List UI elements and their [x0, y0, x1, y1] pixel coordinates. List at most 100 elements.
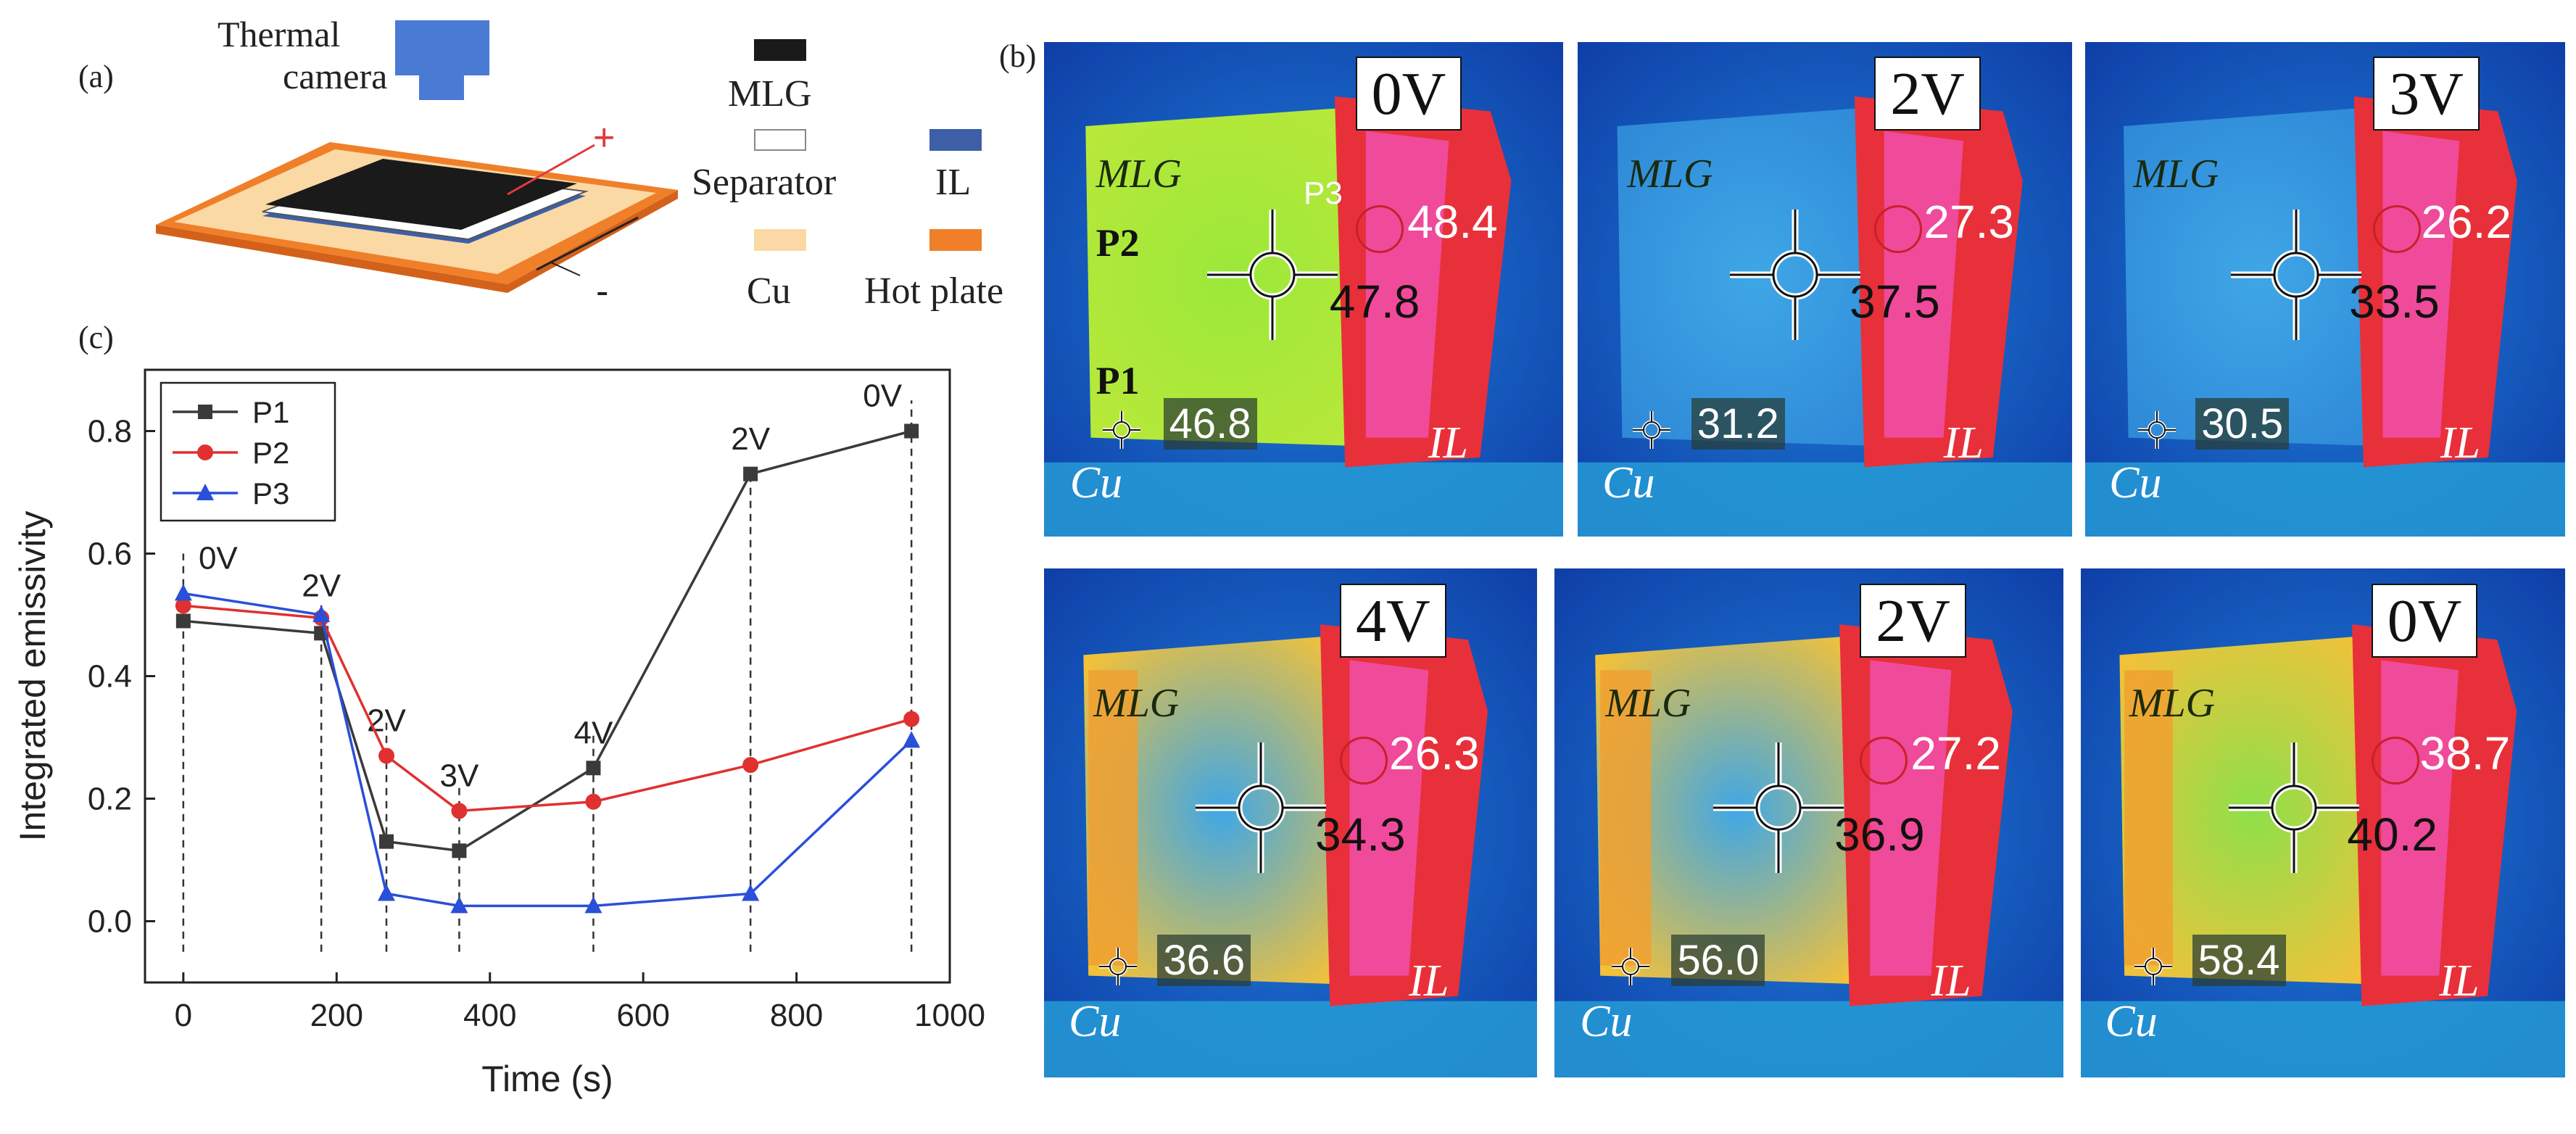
il-label: IL	[2440, 418, 2481, 468]
p3-label: P3	[1304, 175, 1343, 212]
y-tick-label: 0.6	[88, 537, 132, 572]
il-label: IL	[1428, 418, 1468, 468]
p2-label: P2	[1096, 220, 1140, 265]
plus-sign: +	[593, 117, 616, 159]
p2-crosshair-icon	[2231, 209, 2362, 340]
voltage-label: 0V	[2371, 584, 2478, 658]
voltage-label: 3V	[2373, 57, 2480, 131]
thermal-camera-body	[395, 20, 489, 75]
cu-label: Cu	[2105, 996, 2158, 1046]
legend-marker-p1	[198, 405, 212, 419]
p3-temperature: 48.4	[1407, 196, 1498, 249]
cu-label: Cu	[1069, 458, 1123, 508]
annotation-label: 2V	[302, 568, 341, 604]
p2-temperature: 36.9	[1834, 808, 1925, 861]
legend-marker-p2	[197, 444, 213, 460]
annotation-label: 3V	[440, 758, 479, 794]
legend-swatch-separator	[754, 129, 806, 151]
thermal-image-1: 0V MLG IL Cu 48.4 47.8 46.8 P1 P2 P3	[1044, 42, 1563, 537]
data-point-p2	[175, 597, 191, 614]
heatmap-background	[1578, 42, 2072, 537]
heatmap-background	[1044, 42, 1563, 537]
legend-label-mlg: MLG	[728, 73, 812, 115]
p1-temperature: 31.2	[1691, 398, 1785, 450]
camera-label-line2: camera	[283, 56, 388, 96]
data-point-p1	[904, 423, 919, 439]
p3-temperature: 38.7	[2419, 727, 2511, 779]
camera-label: Thermal camera	[218, 13, 387, 97]
x-tick-label: 200	[310, 998, 363, 1033]
mlg-label: MLG	[1093, 681, 1180, 727]
x-tick-label: 400	[463, 998, 516, 1033]
thermal-camera-lens	[419, 75, 464, 100]
x-tick-label: 0	[175, 998, 192, 1033]
annotation-label: 4V	[574, 715, 613, 750]
p3-temperature: 26.3	[1389, 727, 1480, 779]
emissivity-chart: 0 200 400 600 800 1000 0.0 0.2 0.4 0.6 0.8 Time (s)…	[12, 368, 985, 1099]
x-tick-label: 600	[616, 998, 669, 1033]
data-point-p3	[450, 896, 468, 914]
data-point-p1	[379, 834, 394, 849]
p1-target-icon	[2138, 410, 2177, 449]
mlg-layer	[265, 159, 577, 230]
p2-temperature: 33.5	[2349, 275, 2440, 328]
legend-label-separator: Separator	[692, 162, 837, 203]
data-point-p1	[743, 466, 758, 481]
p1-target-icon	[1633, 410, 1671, 449]
panel-a: (a) Thermal camera + - MLG Separator IL …	[0, 0, 1059, 334]
y-tick-label: 0.4	[88, 659, 132, 695]
p3-marker-circle	[2373, 205, 2422, 254]
legend-swatch-cu	[754, 229, 806, 251]
p2-crosshair-icon	[1207, 209, 1338, 340]
p3-marker-circle	[1355, 205, 1404, 254]
mlg-label: MLG	[2129, 681, 2216, 727]
data-point-p3	[378, 884, 395, 901]
panel-c-label: (c)	[78, 320, 114, 355]
p1-target-icon	[2134, 948, 2173, 986]
thermal-image-2: 2V MLG IL Cu 27.3 37.5 31.2	[1578, 42, 2072, 537]
negative-arrow	[550, 262, 581, 276]
hot-plate-side	[156, 190, 678, 293]
p1-target-icon	[1612, 948, 1650, 986]
il-label: IL	[2439, 956, 2480, 1006]
legend-swatch-il	[929, 129, 982, 151]
data-point-p2	[903, 711, 920, 727]
annotation-label: 0V	[199, 541, 238, 576]
p2-crosshair-icon	[1196, 742, 1327, 873]
series-line-p2	[183, 604, 912, 813]
p2-temperature: 47.8	[1329, 275, 1420, 328]
p3-marker-circle	[1340, 736, 1388, 785]
p1-temperature: 46.8	[1163, 398, 1257, 450]
legend-label-p1: P1	[252, 395, 289, 429]
thermal-image-6: 0V MLG IL Cu 38.7 40.2 58.4	[2081, 568, 2565, 1077]
mlg-label: MLG	[1627, 152, 1713, 197]
p1-temperature: 58.4	[2192, 935, 2286, 987]
annotation-label: 2V	[731, 421, 770, 457]
legend-label-cu: Cu	[747, 270, 791, 312]
annotation-label: 0V	[863, 378, 902, 414]
x-tick-label: 800	[770, 998, 823, 1033]
legend-swatch-mlg	[754, 39, 806, 61]
positive-wire	[507, 144, 595, 196]
p1-temperature: 36.6	[1157, 935, 1251, 987]
minus-sign: -	[596, 270, 609, 313]
panel-b-label: (b)	[999, 38, 1037, 74]
data-point-p3	[742, 884, 760, 901]
data-point-p2	[378, 748, 394, 764]
p2-temperature: 34.3	[1315, 808, 1406, 861]
legend-swatch-hot-plate	[929, 229, 982, 251]
p1-temperature: 30.5	[2195, 398, 2290, 450]
p2-crosshair-icon	[2228, 742, 2359, 873]
p3-marker-circle	[1860, 736, 1908, 785]
p2-temperature: 37.5	[1850, 275, 1940, 328]
p3-marker-circle	[1874, 205, 1923, 254]
data-point-p3	[584, 896, 602, 914]
cu-label: Cu	[2109, 458, 2162, 508]
p2-crosshair-icon	[1730, 209, 1861, 340]
panel-a-label: (a)	[78, 59, 114, 94]
cu-label: Cu	[1602, 458, 1655, 508]
legend-label-p3: P3	[252, 476, 289, 510]
voltage-label: 0V	[1355, 57, 1462, 131]
y-tick-label: 0.0	[88, 904, 132, 940]
p1-target-icon	[1099, 948, 1137, 986]
